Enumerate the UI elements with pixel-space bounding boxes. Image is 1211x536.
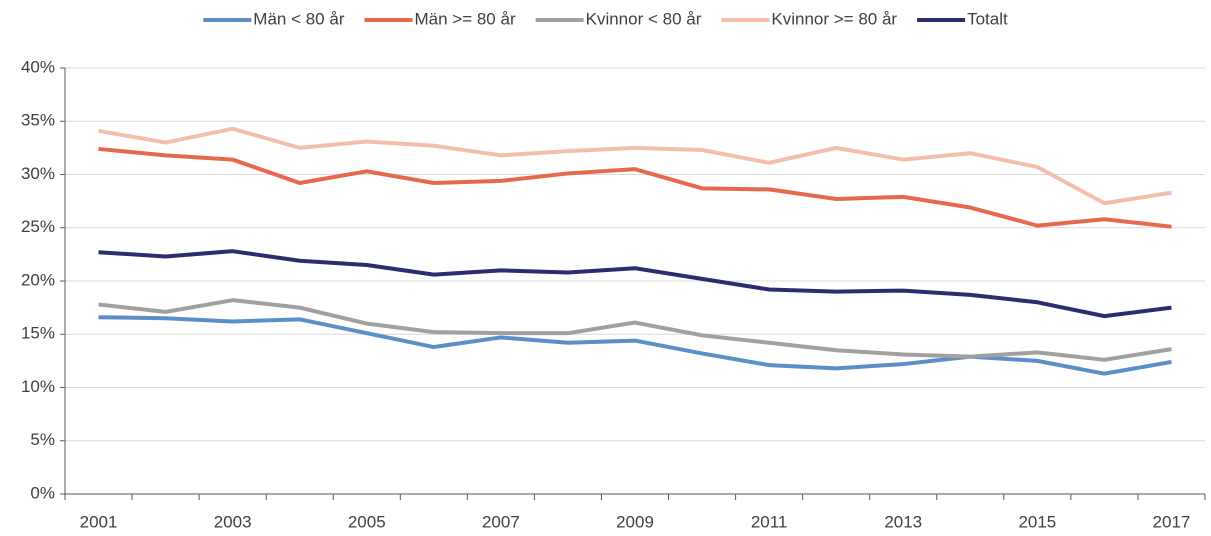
legend-label: Män >= 80 år bbox=[414, 9, 515, 28]
y-tick-label: 5% bbox=[30, 430, 55, 449]
y-tick-label: 30% bbox=[21, 164, 55, 183]
y-tick-label: 25% bbox=[21, 217, 55, 236]
y-tick-label: 15% bbox=[21, 324, 55, 343]
series-line bbox=[98, 249, 1172, 319]
x-tick-label: 2009 bbox=[616, 512, 654, 531]
x-tick-label: 2007 bbox=[482, 512, 520, 531]
x-tick-label: 2013 bbox=[884, 512, 922, 531]
y-tick-label: 20% bbox=[21, 270, 55, 289]
series-line bbox=[98, 146, 1172, 229]
legend-label: Totalt bbox=[967, 9, 1008, 28]
x-tick-label: 2015 bbox=[1018, 512, 1056, 531]
x-tick-label: 2005 bbox=[348, 512, 386, 531]
series-line bbox=[98, 298, 1172, 362]
series-line bbox=[98, 315, 1172, 376]
y-tick-label: 10% bbox=[21, 377, 55, 396]
series-line bbox=[98, 126, 1172, 206]
y-tick-label: 35% bbox=[21, 111, 55, 130]
y-tick-label: 0% bbox=[30, 483, 55, 502]
legend-label: Män < 80 år bbox=[253, 9, 345, 28]
legend-label: Kvinnor < 80 år bbox=[586, 9, 702, 28]
x-tick-label: 2011 bbox=[751, 512, 788, 531]
x-tick-label: 2001 bbox=[80, 512, 118, 531]
x-tick-label: 2017 bbox=[1153, 512, 1191, 531]
legend-label: Kvinnor >= 80 år bbox=[771, 9, 897, 28]
y-tick-label: 40% bbox=[21, 57, 55, 76]
x-tick-label: 2003 bbox=[214, 512, 252, 531]
